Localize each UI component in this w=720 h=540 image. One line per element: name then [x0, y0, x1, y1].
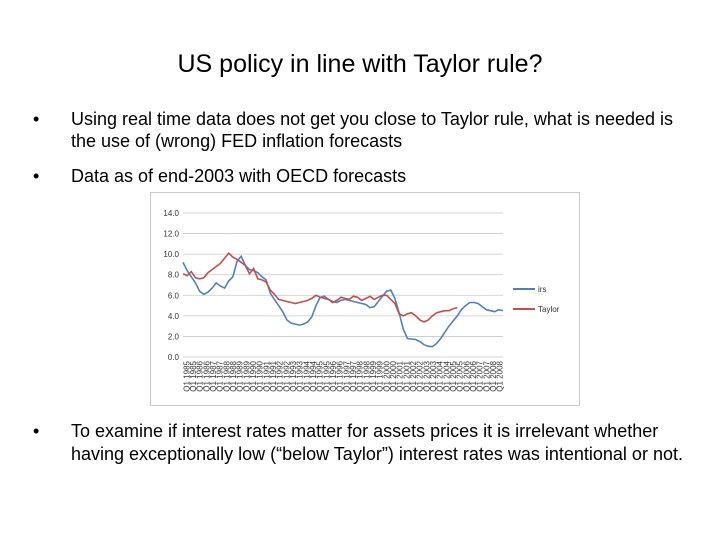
bullet-dot: •	[33, 109, 40, 129]
x-tick-label: Q1 1993	[296, 360, 305, 391]
x-tick-label: Q1 1985	[182, 360, 191, 391]
x-tick-label: Q1 2005	[449, 360, 458, 391]
y-tick-label: 0.0	[168, 353, 180, 362]
slide-title: US policy in line with Taylor rule?	[177, 50, 543, 78]
y-tick-label: 10.0	[163, 250, 179, 259]
x-tick-label: Q1 1987	[209, 360, 218, 391]
x-tick-label: Q1 2006	[462, 360, 471, 391]
x-tick-label: Q1 2003	[422, 360, 431, 391]
x-tick-label: Q1 1985	[189, 360, 198, 391]
x-tick-label: Q1 1990	[249, 360, 258, 391]
bullet-item: • Data as of end-2003 with OECD forecast…	[33, 165, 683, 187]
bullet-text: Using real time data does not get you cl…	[71, 109, 674, 151]
y-tick-label: 8.0	[168, 271, 180, 280]
x-tick-label: Q1 1998	[356, 360, 365, 391]
legend-label-irs: irs	[538, 285, 546, 294]
x-tick-label: Q1 1999	[376, 360, 385, 391]
x-tick-label: Q1 2001	[396, 360, 405, 391]
x-tick-label: Q1 2004	[442, 360, 451, 391]
x-tick-label: Q1 1999	[369, 360, 378, 391]
x-tick-label: Q1 1990	[256, 360, 265, 391]
x-tick-label: Q1 2000	[389, 360, 398, 391]
x-tick-label: Q1 1988	[229, 360, 238, 391]
x-tick-label: Q1 1992	[282, 360, 291, 391]
bullet-item: • Using real time data does not get you …	[33, 108, 683, 152]
x-tick-label: Q1 1991	[269, 360, 278, 391]
x-tick-label: Q1 1995	[322, 360, 331, 391]
x-tick-label: Q1 2005	[456, 360, 465, 391]
x-tick-label: Q1 1997	[349, 360, 358, 391]
bullet-dot: •	[33, 421, 40, 441]
x-tick-label: Q1 1996	[336, 360, 345, 391]
x-tick-label: Q1 1989	[242, 360, 251, 391]
series-line-irs	[182, 254, 504, 348]
x-tick-label: Q1 1992	[276, 360, 285, 391]
x-tick-label: Q1 1995	[316, 360, 325, 391]
x-tick-label: Q1 2006	[469, 360, 478, 391]
x-tick-label: Q1 2002	[416, 360, 425, 391]
series-line-taylor	[182, 251, 458, 323]
x-tick-label: Q1 1994	[309, 360, 318, 391]
x-tick-label: Q1 1991	[262, 360, 271, 391]
x-tick-label: Q1 2002	[409, 360, 418, 391]
x-tick-label: Q1 1986	[196, 360, 205, 391]
x-tick-label: Q1 2008	[496, 360, 505, 391]
x-tick-label: Q1 1987	[216, 360, 225, 391]
x-tick-label: Q1 1988	[222, 360, 231, 391]
x-tick-label: Q1 2008	[489, 360, 498, 391]
y-tick-label: 6.0	[168, 291, 180, 300]
x-tick-label: Q1 1989	[236, 360, 245, 391]
y-tick-label: 14.0	[163, 209, 179, 218]
x-tick-label: Q1 1997	[342, 360, 351, 391]
bullet-text: Data as of end-2003 with OECD forecasts	[71, 166, 407, 186]
y-tick-label: 4.0	[168, 312, 180, 321]
chart-container: 0.0 2.0 4.0 6.0 8.0 10.0 12.0 14.0 Q1 1985 Q1 198…	[150, 192, 580, 406]
x-tick-label: Q1 2007	[476, 360, 485, 391]
x-tick-label: Q1 1996	[329, 360, 338, 391]
x-tick-label: Q1 1986	[202, 360, 211, 391]
legend-label-taylor: Taylor	[538, 305, 560, 314]
x-tick-label: Q1 2004	[436, 360, 445, 391]
bullet-dot: •	[33, 166, 40, 186]
x-tick-label: Q1 1998	[362, 360, 371, 391]
y-tick-label: 12.0	[163, 230, 179, 239]
x-tick-label: Q1 2003	[429, 360, 438, 391]
y-tick-label: 2.0	[168, 332, 180, 341]
x-tick-label: Q1 1994	[302, 360, 311, 391]
x-tick-label: Q1 2001	[402, 360, 411, 391]
x-tick-label: Q1 2000	[382, 360, 391, 391]
bullet-item: • To examine if interest rates matter fo…	[33, 420, 683, 466]
bullet-text: To examine if interest rates matter for …	[71, 421, 683, 464]
x-tick-label: Q1 2007	[482, 360, 491, 391]
x-tick-label: Q1 1993	[289, 360, 298, 391]
